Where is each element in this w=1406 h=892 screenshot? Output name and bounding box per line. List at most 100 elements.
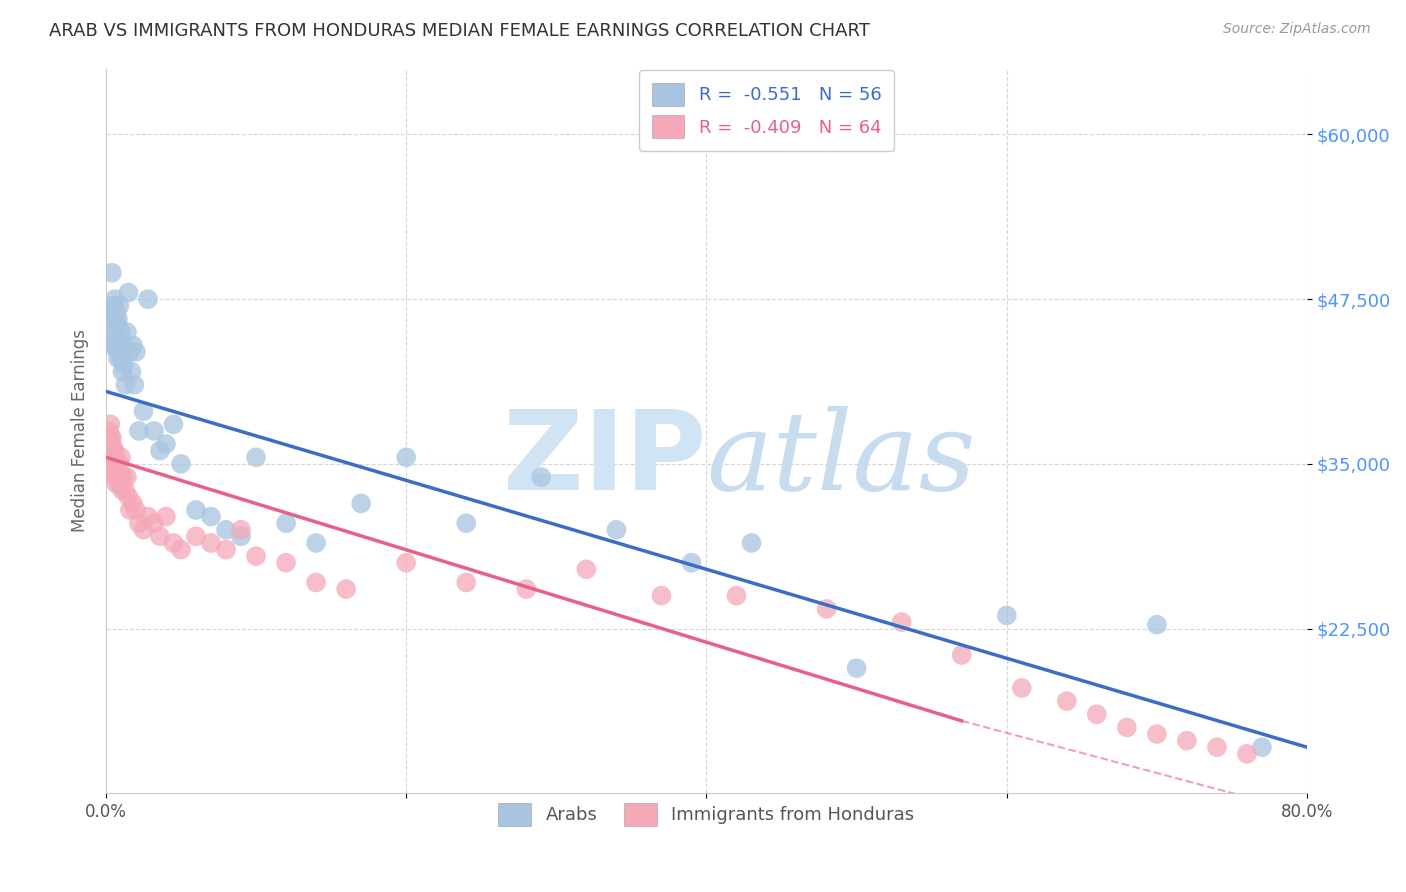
Arabs [108,299,131,313]
Immigrants from Honduras [950,648,973,662]
Immigrants from Honduras [111,483,134,498]
Immigrants from Honduras [104,450,127,465]
Immigrants from Honduras [305,575,328,590]
Immigrants from Honduras [97,424,120,438]
Immigrants from Honduras [200,536,222,550]
Immigrants from Honduras [101,430,124,444]
Arabs [162,417,184,432]
Arabs [117,285,139,300]
Immigrants from Honduras [170,542,193,557]
Immigrants from Honduras [274,556,297,570]
Immigrants from Honduras [184,529,207,543]
Arabs [132,404,155,418]
Arabs [104,338,127,352]
Text: ZIP: ZIP [503,407,706,514]
Arabs [122,338,145,352]
Text: Source: ZipAtlas.com: Source: ZipAtlas.com [1223,22,1371,37]
Immigrants from Honduras [125,503,148,517]
Arabs [120,365,142,379]
Immigrants from Honduras [105,476,128,491]
Text: ARAB VS IMMIGRANTS FROM HONDURAS MEDIAN FEMALE EARNINGS CORRELATION CHART: ARAB VS IMMIGRANTS FROM HONDURAS MEDIAN … [49,22,870,40]
Immigrants from Honduras [110,470,132,484]
Arabs [215,523,238,537]
Immigrants from Honduras [1236,747,1258,761]
Arabs [305,536,328,550]
Arabs [124,377,146,392]
Immigrants from Honduras [128,516,150,531]
Arabs [605,523,627,537]
Arabs [110,351,132,366]
Arabs [100,338,122,352]
Immigrants from Honduras [108,457,131,471]
Immigrants from Honduras [149,529,172,543]
Immigrants from Honduras [132,523,155,537]
Arabs [170,457,193,471]
Arabs [118,344,141,359]
Arabs [681,556,703,570]
Immigrants from Honduras [229,523,252,537]
Immigrants from Honduras [136,509,159,524]
Immigrants from Honduras [97,443,120,458]
Immigrants from Honduras [1146,727,1168,741]
Arabs [107,312,129,326]
Arabs [136,292,159,306]
Immigrants from Honduras [101,437,124,451]
Arabs [350,496,373,510]
Arabs [111,338,134,352]
Immigrants from Honduras [104,443,127,458]
Arabs [229,529,252,543]
Y-axis label: Median Female Earnings: Median Female Earnings [72,329,89,533]
Arabs [184,503,207,517]
Arabs [845,661,868,675]
Arabs [112,358,135,372]
Arabs [104,292,127,306]
Arabs [107,351,129,366]
Arabs [395,450,418,465]
Immigrants from Honduras [1011,681,1033,695]
Arabs [105,325,128,339]
Immigrants from Honduras [725,589,748,603]
Immigrants from Honduras [1056,694,1078,708]
Immigrants from Honduras [395,556,418,570]
Arabs [1146,617,1168,632]
Immigrants from Honduras [155,509,177,524]
Immigrants from Honduras [96,443,118,458]
Arabs [110,325,132,339]
Immigrants from Honduras [515,582,537,596]
Immigrants from Honduras [1206,740,1229,755]
Immigrants from Honduras [815,602,838,616]
Immigrants from Honduras [108,476,131,491]
Arabs [741,536,763,550]
Immigrants from Honduras [105,457,128,471]
Immigrants from Honduras [107,470,129,484]
Arabs [104,312,127,326]
Immigrants from Honduras [115,470,138,484]
Arabs [114,377,136,392]
Immigrants from Honduras [245,549,267,563]
Arabs [128,424,150,438]
Immigrants from Honduras [103,443,125,458]
Immigrants from Honduras [118,503,141,517]
Immigrants from Honduras [1115,721,1137,735]
Arabs [103,299,125,313]
Arabs [111,365,134,379]
Immigrants from Honduras [100,430,122,444]
Immigrants from Honduras [1175,733,1198,747]
Immigrants from Honduras [114,483,136,498]
Arabs [274,516,297,531]
Immigrants from Honduras [103,463,125,477]
Immigrants from Honduras [117,490,139,504]
Immigrants from Honduras [103,457,125,471]
Arabs [995,608,1018,623]
Arabs [108,344,131,359]
Arabs [142,424,165,438]
Immigrants from Honduras [215,542,238,557]
Arabs [155,437,177,451]
Arabs [103,325,125,339]
Arabs [101,266,124,280]
Arabs [107,318,129,333]
Arabs [200,509,222,524]
Arabs [125,344,148,359]
Immigrants from Honduras [107,463,129,477]
Arabs [105,338,128,352]
